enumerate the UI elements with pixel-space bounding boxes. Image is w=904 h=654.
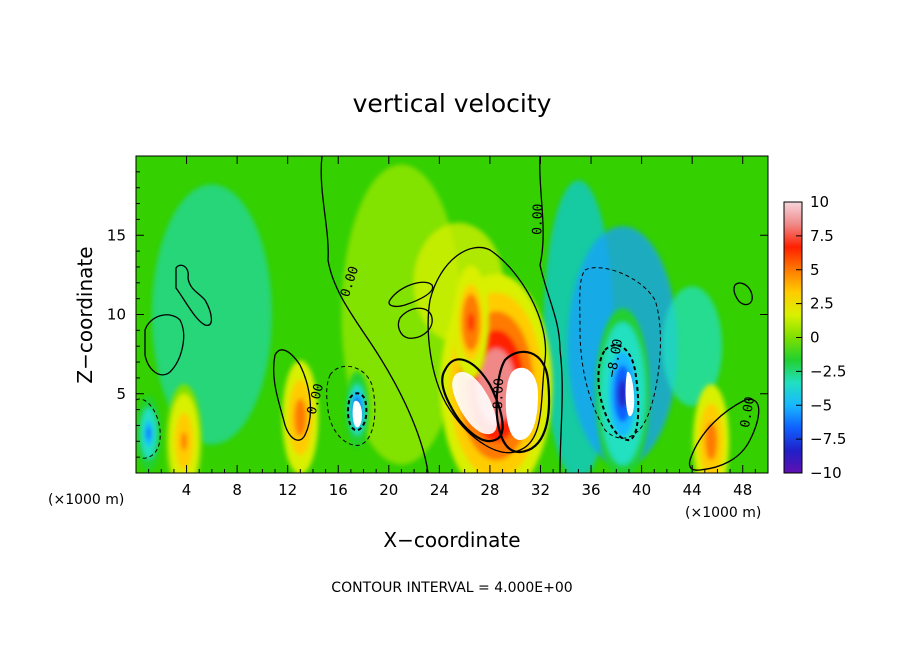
positive-contour-core <box>427 246 547 454</box>
downdraft-cell <box>136 395 161 472</box>
y-tick-label: 15 <box>107 226 126 244</box>
chart-title: vertical velocity <box>353 89 552 118</box>
x-tick-label: 32 <box>531 481 550 499</box>
x-unit-left: (×1000 m) <box>48 492 124 508</box>
colorbar: 10 7.5 5 2.5 0 −2.5 −5 −7.5 −10 <box>783 193 846 482</box>
x-axis-label: X−coordinate <box>383 528 520 552</box>
small-positive-contour-2 <box>397 307 433 339</box>
colorbar-ticks: 10 7.5 5 2.5 0 −2.5 −5 −7.5 −10 <box>796 193 846 482</box>
zero-contour-left <box>320 156 429 473</box>
eight-contour-2 <box>495 350 551 454</box>
velocity-field <box>136 164 730 473</box>
plot-area: 0.000.000.00 8.00−8.000.00 4 8 12 16 20 24 28 32… <box>107 155 769 499</box>
colorbar-tick-label: 10 <box>810 193 829 211</box>
region-cool-left <box>151 184 272 445</box>
x-tick-label: 16 <box>329 481 348 499</box>
left-contour-top <box>175 264 213 326</box>
cell-level <box>297 408 304 428</box>
cell-level <box>486 367 506 405</box>
positive-contour-12 <box>273 349 312 441</box>
small-positive-contour <box>388 281 434 307</box>
cell-level <box>467 312 474 332</box>
colorbar-tick-label: 5 <box>810 261 820 279</box>
downdraft-cell <box>595 308 650 473</box>
neg-contour-38 <box>579 267 661 439</box>
zero-contour-right <box>539 156 563 473</box>
updraft-cell <box>693 384 730 473</box>
cell-level <box>708 431 715 451</box>
contour-label: 0.00 <box>530 203 546 235</box>
negative-contours <box>136 267 661 459</box>
x-tick-label: 20 <box>379 481 398 499</box>
x-tick-label: 12 <box>278 481 297 499</box>
x-tick-label: 36 <box>581 481 600 499</box>
colorbar-tick-label: −2.5 <box>810 362 846 380</box>
x-tick-label: 40 <box>632 481 651 499</box>
x-unit-right: (×1000 m) <box>685 505 761 521</box>
neg-contour-38-inner <box>597 344 640 442</box>
updraft-core-right <box>505 367 538 440</box>
cell-level <box>146 427 151 440</box>
colorbar-tick-label: 2.5 <box>810 295 834 313</box>
colorbar-tick-label: −10 <box>810 464 842 482</box>
eight-contour <box>441 358 504 443</box>
downdraft-artifact <box>625 371 635 417</box>
neg-contour-17-inner <box>346 392 368 432</box>
colorbar-tick-label: 7.5 <box>810 227 834 245</box>
y-tick-label: 10 <box>107 306 126 324</box>
neg-contour-left <box>136 398 161 459</box>
y-axis: 5 10 15 <box>107 171 768 458</box>
colorbar-tick-label: 0 <box>810 329 820 347</box>
contour-lines <box>144 156 760 473</box>
left-contour-group <box>144 314 185 376</box>
contour-label: 0.00 <box>738 395 758 428</box>
y-tick-label: 5 <box>116 385 126 403</box>
cell-level <box>181 431 188 451</box>
x-tick-label: 24 <box>430 481 449 499</box>
updraft-core-left <box>452 371 497 435</box>
colorbar-tick-label: −5 <box>810 396 832 414</box>
x-axis: 4 8 12 16 20 24 28 32 36 40 44 48 <box>148 156 756 499</box>
contour-interval-note: CONTOUR INTERVAL = 4.000E+00 <box>331 580 572 596</box>
region-cyan-right <box>662 286 723 407</box>
updraft-cell <box>166 384 203 473</box>
y-axis-label: Z−coordinate <box>73 246 97 383</box>
x-tick-label: 48 <box>733 481 752 499</box>
x-tick-label: 4 <box>182 481 192 499</box>
updraft-cell <box>452 265 489 380</box>
contour-label: −8.00 <box>605 338 627 379</box>
contour-labels: 0.000.000.00 8.00−8.000.00 <box>305 203 759 429</box>
positive-contour-46 <box>688 398 760 471</box>
x-tick-label: 44 <box>683 481 702 499</box>
downdraft-core-17 <box>352 400 362 428</box>
cell-level <box>618 379 628 408</box>
colorbar-tick-label: −7.5 <box>810 430 846 448</box>
contour-label: 8.00 <box>491 378 507 410</box>
positive-contour-46b <box>733 282 753 306</box>
updraft-cell <box>282 360 319 473</box>
x-tick-label: 8 <box>232 481 242 499</box>
x-tick-label: 28 <box>480 481 499 499</box>
